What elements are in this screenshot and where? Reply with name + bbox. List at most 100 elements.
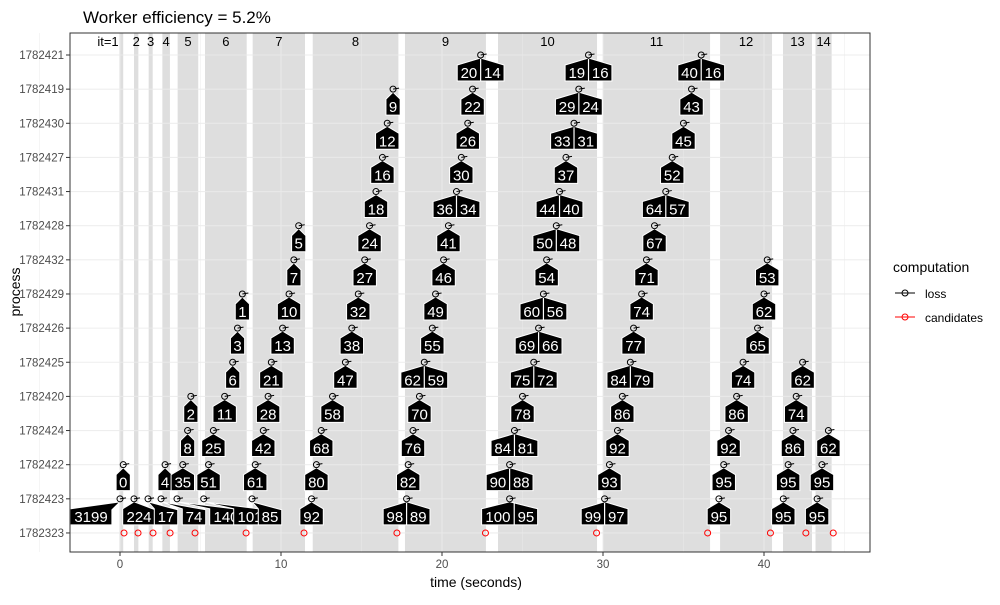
loss-label: 71 (638, 270, 655, 287)
loss-point (279, 324, 287, 332)
loss-point-group: 50 48 (532, 222, 581, 253)
loss-point-group: 61 (243, 461, 268, 492)
label-tag (146, 500, 179, 526)
loss-label: 10 (281, 304, 298, 321)
loss-point-group: 68 (309, 427, 334, 458)
loss-point (348, 324, 356, 332)
loss-label: 95 (780, 475, 797, 492)
iteration-label: 6 (222, 34, 229, 49)
loss-label: 22 (464, 99, 481, 116)
loss-point (556, 188, 564, 196)
loss-point (157, 495, 165, 503)
loss-point-group: 95 (711, 461, 736, 492)
label-tag (309, 432, 334, 458)
loss-point-group: 64 57 (641, 188, 690, 219)
loss-point (221, 392, 229, 400)
loss-point (361, 256, 369, 264)
loss-label: 20 (461, 65, 478, 82)
loss-point (630, 324, 638, 332)
loss-label: 75 (514, 372, 531, 389)
loss-point-group: 77 (621, 324, 646, 355)
label-tag (724, 398, 749, 423)
iteration-label: 2 (133, 34, 140, 49)
loss-point-group: 80 (304, 461, 329, 492)
label-tag (115, 466, 131, 492)
loss-point-group: 43 (679, 85, 704, 116)
label-tag (122, 501, 156, 526)
iteration-label: 7 (275, 34, 282, 49)
loss-point-group: 92 (299, 495, 324, 526)
loss-label: 62 (756, 304, 773, 321)
label-tag (420, 330, 445, 355)
loss-label: 49 (427, 304, 444, 321)
loss-point-group: 84 79 (606, 358, 655, 389)
loss-label: 62 (404, 372, 421, 389)
loss-label: 7 (290, 270, 298, 287)
loss-point (539, 290, 547, 298)
loss-point (799, 358, 807, 366)
loss-point-group: 25 (201, 427, 226, 458)
loss-point-group: 6 (225, 358, 241, 389)
y-tick-label: 1782428 (19, 221, 64, 233)
chart-title: Worker efficiency = 5.2% (83, 8, 271, 27)
candidate-point (481, 529, 489, 537)
loss-label: 5 (295, 236, 303, 253)
label-tag (771, 501, 796, 526)
label-tag (212, 398, 237, 423)
loss-point-group: 22 (460, 85, 485, 116)
label-tag (597, 467, 622, 492)
loss-label: 9 (389, 99, 397, 116)
loss-point-group: 29 24 (554, 85, 603, 116)
loss-label: 85 (262, 509, 279, 526)
loss-label: 6 (229, 372, 237, 389)
label-tag (259, 364, 284, 389)
label-tag (642, 228, 667, 253)
loss-label: 24 (361, 236, 378, 253)
label-tag (234, 296, 250, 321)
label-tag (370, 159, 395, 184)
loss-label: 61 (247, 475, 264, 492)
loss-label: 84 (494, 441, 511, 458)
loss-point (173, 495, 181, 503)
loss-point-group: 62 (816, 427, 841, 458)
loss-label: 99 (585, 509, 602, 526)
loss-point-group: 32 (346, 290, 371, 321)
loss-point-group: 0 (115, 461, 131, 492)
loss-point (506, 495, 514, 503)
label-tag (481, 501, 539, 526)
loss-point (824, 427, 832, 435)
label-tag (534, 262, 559, 287)
loss-point (295, 222, 303, 230)
loss-point (329, 392, 337, 400)
loss-label: 56 (547, 304, 564, 321)
label-tag (196, 467, 221, 492)
loss-label: 86 (728, 406, 745, 423)
label-tag (679, 91, 704, 116)
candidate-point (802, 529, 810, 537)
loss-point (760, 290, 768, 298)
loss-point (552, 222, 560, 230)
loss-label: 47 (337, 372, 354, 389)
iteration-band (720, 33, 773, 552)
label-tag (730, 364, 756, 389)
loss-label: 19 (568, 65, 585, 82)
label-tag (250, 500, 283, 526)
loss-point (618, 392, 626, 400)
loss-point (187, 392, 195, 400)
label-tag (225, 364, 241, 389)
loss-label: 26 (459, 133, 476, 150)
loss-point-group: 16 (370, 153, 395, 184)
loss-label: 100 (485, 509, 510, 526)
loss-label: 2 (187, 406, 195, 423)
loss-point (575, 85, 583, 93)
label-tag (755, 262, 780, 287)
y-tick-label: 1782424 (19, 426, 64, 438)
label-tag (751, 296, 777, 321)
loss-point (601, 495, 609, 503)
loss-label: 88 (513, 475, 530, 492)
legend-label-candidates: candidates (925, 311, 983, 325)
loss-label: 65 (749, 338, 766, 355)
loss-point-group: 65 (745, 324, 770, 355)
loss-point (415, 392, 423, 400)
loss-label: 81 (518, 441, 535, 458)
